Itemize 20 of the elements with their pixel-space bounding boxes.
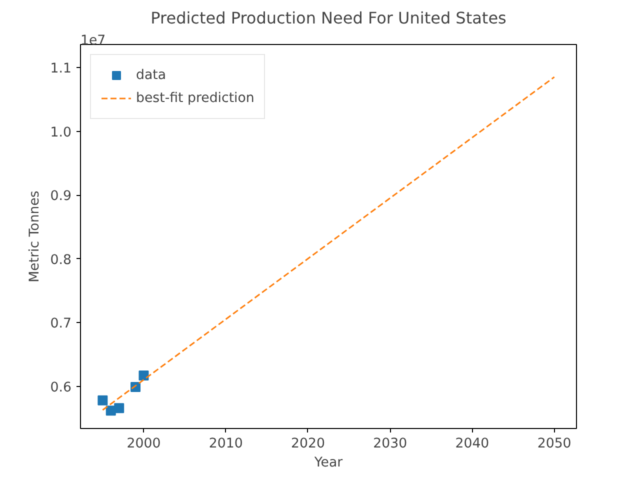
point [138,370,149,381]
y-axis-title: Metric Tonnes [27,190,42,282]
x-tick-label: 2000 [126,436,161,452]
y-tick-label: 0.9 [50,189,72,204]
x-tick-label: 2050 [537,436,572,452]
point [98,395,108,406]
y-tick-label: 0.7 [50,316,72,332]
y-tick-label: 0.8 [50,252,72,268]
y-tick-label: 0.6 [50,380,72,396]
x-axis-title: Year [313,456,344,470]
y-tick-label: 1.0 [50,125,72,140]
chart-title: Predicted Production Need For United States [150,8,506,28]
legend-label: data [136,68,166,82]
point [114,403,124,414]
x-tick-label: 2010 [208,436,243,452]
x-tick-label: 2020 [291,436,325,452]
x-tick-label: 2040 [455,436,490,452]
legend-label: best-fit prediction [136,90,254,106]
y-tick-label: 1.1 [50,61,72,76]
x-tick-label: 2030 [373,436,408,452]
